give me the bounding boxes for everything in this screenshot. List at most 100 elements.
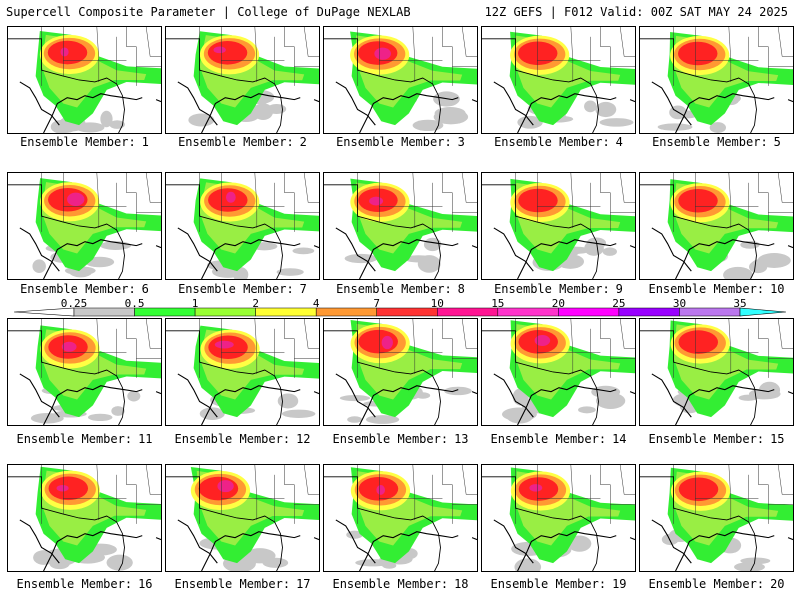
- member-label-prefix: Ensemble Member:: [174, 577, 291, 591]
- member-number: 3: [457, 135, 465, 149]
- ensemble-member-label: Ensemble Member: 2: [164, 135, 321, 149]
- scp-contour-gray: [100, 110, 113, 128]
- border-line: [482, 476, 599, 571]
- colorbar-tick-label: 7: [373, 297, 381, 310]
- scp-map: [166, 319, 319, 425]
- rio-grande-border: [651, 227, 692, 272]
- colorbar-segment: [497, 307, 559, 317]
- ensemble-member-label: Ensemble Member: 16: [6, 577, 163, 591]
- ensemble-map-panel: [7, 26, 162, 134]
- scp-map: [8, 319, 161, 425]
- ensemble-map-panel: [481, 172, 636, 280]
- rio-grande-border: [177, 519, 218, 564]
- member-label-prefix: Ensemble Member:: [20, 282, 136, 296]
- rio-grande-border: [177, 81, 218, 126]
- scp-contour-gray: [595, 392, 626, 409]
- gulf-coastline: [517, 385, 635, 425]
- gulf-coastline: [43, 531, 161, 571]
- ensemble-member-label: Ensemble Member: 13: [322, 432, 479, 446]
- state-boundaries: [673, 27, 793, 86]
- scp-contour-gray: [32, 259, 46, 274]
- state-boundaries: [41, 27, 161, 86]
- member-label-prefix: Ensemble Member:: [652, 135, 768, 149]
- colorbar-segment: [255, 307, 317, 317]
- member-number: 4: [615, 135, 623, 149]
- scp-contour-gray: [415, 392, 431, 399]
- scp-contour-magenta: [217, 480, 234, 493]
- gulf-coastline: [517, 239, 635, 279]
- scp-contour-gray: [106, 554, 133, 571]
- border-line: [324, 184, 441, 279]
- border-line: [640, 184, 757, 279]
- scp-contour-red: [678, 330, 719, 354]
- rio-grande-border: [335, 373, 376, 418]
- scp-contour-magenta: [529, 484, 543, 492]
- state-boundaries: [515, 465, 635, 524]
- rio-grande-border: [19, 373, 60, 418]
- gulf-coastline: [675, 93, 793, 133]
- member-number: 12: [296, 432, 311, 446]
- state-boundaries: [673, 319, 793, 378]
- member-label-prefix: Ensemble Member:: [174, 432, 291, 446]
- scp-contour-magenta: [213, 46, 226, 54]
- member-number: 9: [615, 282, 623, 296]
- scp-map: [166, 173, 319, 279]
- scp-contour-magenta: [60, 47, 69, 57]
- scp-contour-gray: [347, 416, 363, 423]
- scp-contour-gray: [344, 253, 378, 264]
- scp-contour-gray: [584, 100, 597, 113]
- border-line: [324, 38, 441, 133]
- member-number: 13: [454, 432, 469, 446]
- scp-contour-magenta: [376, 485, 386, 495]
- scp-map: [8, 173, 161, 279]
- ensemble-member-label: Ensemble Member: 1: [6, 135, 163, 149]
- scp-contour-gray: [517, 115, 543, 129]
- border-line: [8, 184, 125, 279]
- scp-map: [482, 465, 635, 571]
- scp-contour-gray: [339, 395, 371, 402]
- scp-contour-gray: [412, 119, 444, 132]
- member-number: 8: [457, 282, 465, 296]
- ensemble-member-label: Ensemble Member: 17: [164, 577, 321, 591]
- scp-contour-gray: [599, 118, 634, 127]
- ensemble-map-panel: [481, 318, 636, 426]
- scp-contour-gray: [723, 266, 753, 279]
- scp-contour-magenta: [56, 484, 69, 492]
- border-line: [8, 476, 125, 571]
- scp-map: [640, 319, 793, 425]
- scp-contour-gray: [740, 557, 771, 565]
- rio-grande-border: [651, 81, 692, 126]
- state-boundaries: [199, 319, 319, 378]
- scp-contour-red: [518, 188, 558, 213]
- rio-grande-border: [335, 519, 376, 564]
- member-number: 1: [141, 135, 149, 149]
- scp-contour-magenta: [534, 334, 551, 346]
- member-label-prefix: Ensemble Member:: [648, 577, 765, 591]
- colorbar-segment: [376, 307, 438, 317]
- scp-contour-red: [207, 41, 248, 65]
- member-number: 20: [770, 577, 785, 591]
- scp-contour-magenta: [381, 335, 393, 350]
- member-number: 2: [299, 135, 307, 149]
- ensemble-map-panel: [165, 172, 320, 280]
- scp-map: [640, 465, 793, 571]
- scp-map: [8, 27, 161, 133]
- ensemble-map-panel: [7, 172, 162, 280]
- scp-contour-gray: [514, 558, 542, 571]
- gulf-coastline: [43, 385, 161, 425]
- scp-contour-gray: [444, 386, 472, 396]
- member-number: 11: [138, 432, 153, 446]
- state-boundaries: [673, 465, 793, 524]
- ensemble-map-panel: [323, 172, 478, 280]
- colorbar-tick-label: 0.25: [60, 297, 88, 310]
- gulf-coastline: [517, 531, 635, 571]
- scp-contour-gray: [109, 120, 125, 129]
- ensemble-map-panel: [165, 26, 320, 134]
- colorbar-segment: [618, 307, 680, 317]
- scp-contour-gray: [734, 562, 765, 571]
- rio-grande-border: [177, 373, 218, 418]
- scp-contour-gray: [748, 260, 768, 274]
- state-boundaries: [357, 465, 477, 524]
- ensemble-map-panel: [639, 464, 794, 572]
- gulf-coastline: [43, 239, 161, 279]
